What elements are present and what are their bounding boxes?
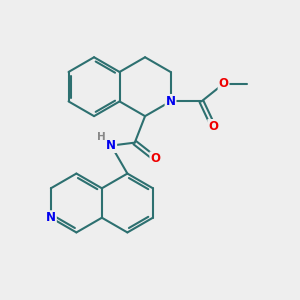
Text: H: H xyxy=(97,132,105,142)
Text: O: O xyxy=(219,77,229,90)
Text: O: O xyxy=(150,152,161,165)
Text: N: N xyxy=(166,95,176,108)
Text: O: O xyxy=(208,120,218,133)
Text: N: N xyxy=(46,211,56,224)
Text: N: N xyxy=(106,139,116,152)
